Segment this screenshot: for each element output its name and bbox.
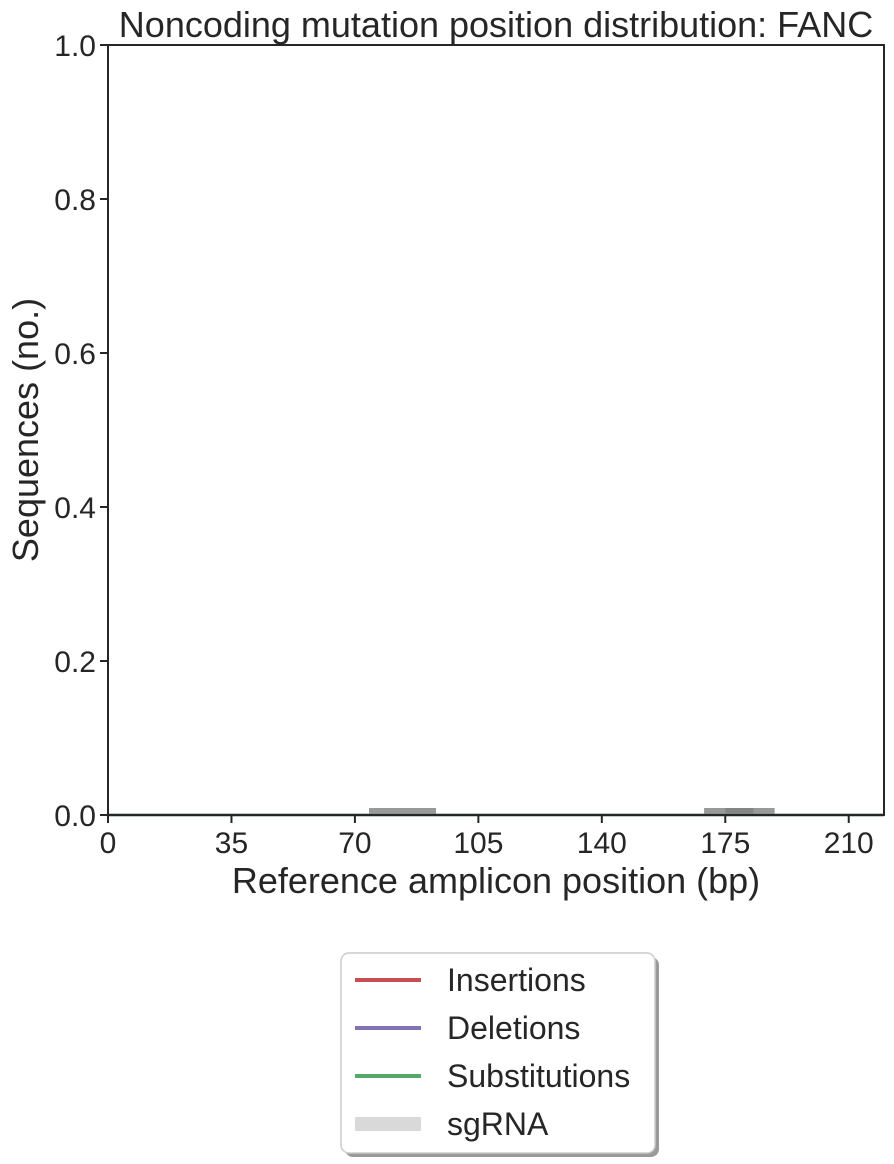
- x-tick-label: 175: [700, 827, 750, 860]
- y-tick-label: 1.0: [54, 30, 96, 63]
- chart-legend[interactable]: Insertions Deletions Substitutions sgRNA: [340, 952, 659, 1157]
- x-axis-label: Reference amplicon position (bp): [232, 860, 760, 901]
- legend-label-insertions: Insertions: [447, 962, 586, 998]
- y-tick-label: 0.4: [54, 492, 96, 525]
- sgrna-bars: [369, 808, 775, 815]
- x-tick-label: 35: [215, 827, 248, 860]
- y-tick-label: 0.6: [54, 338, 96, 371]
- x-tick-label: 140: [577, 827, 627, 860]
- y-tick-label: 0.2: [54, 646, 96, 679]
- y-tick-label: 0.8: [54, 184, 96, 217]
- legend-label-deletions: Deletions: [447, 1010, 580, 1046]
- plot-frame: [107, 44, 885, 816]
- x-tick-label: 70: [338, 827, 371, 860]
- x-axis: 0 35 70 105 140 175 210: [100, 815, 874, 860]
- chart-title: Noncoding mutation position distribution…: [119, 4, 873, 45]
- x-tick-label: 0: [100, 827, 117, 860]
- legend-box: [340, 952, 656, 1154]
- y-tick-label: 0.0: [54, 800, 96, 833]
- x-tick-label: 210: [824, 827, 874, 860]
- sgrna-bar-2: [725, 808, 775, 815]
- legend-label-substitutions: Substitutions: [447, 1058, 630, 1094]
- x-tick-label: 105: [453, 827, 503, 860]
- y-axis: 0.0 0.2 0.4 0.6 0.8 1.0: [54, 30, 108, 833]
- y-axis-label: Sequences (no.): [5, 298, 46, 562]
- legend-label-sgrna: sgRNA: [447, 1106, 549, 1142]
- sgrna-bar-0: [369, 808, 437, 815]
